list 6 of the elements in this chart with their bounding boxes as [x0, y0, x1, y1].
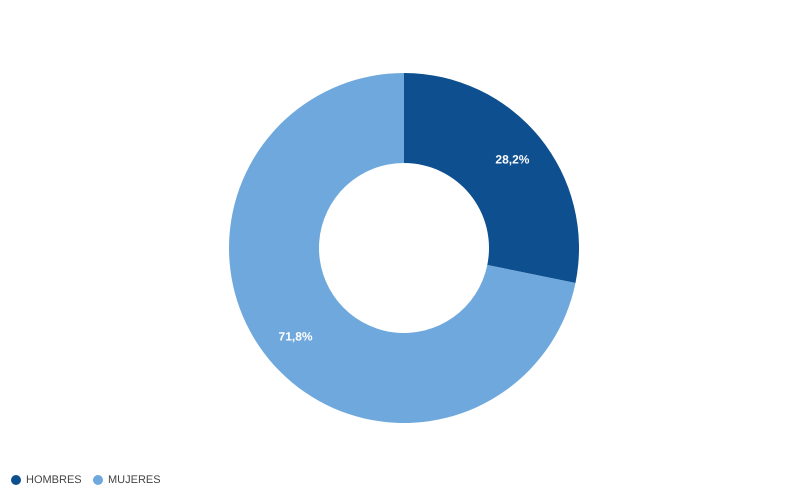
- data-label: 71,8%: [278, 330, 313, 344]
- donut-slice: [404, 73, 579, 283]
- legend-label: HOMBRES: [26, 474, 82, 486]
- donut-slice: [229, 73, 576, 423]
- data-label: 28,2%: [495, 152, 530, 166]
- legend-label: MUJERES: [108, 474, 161, 486]
